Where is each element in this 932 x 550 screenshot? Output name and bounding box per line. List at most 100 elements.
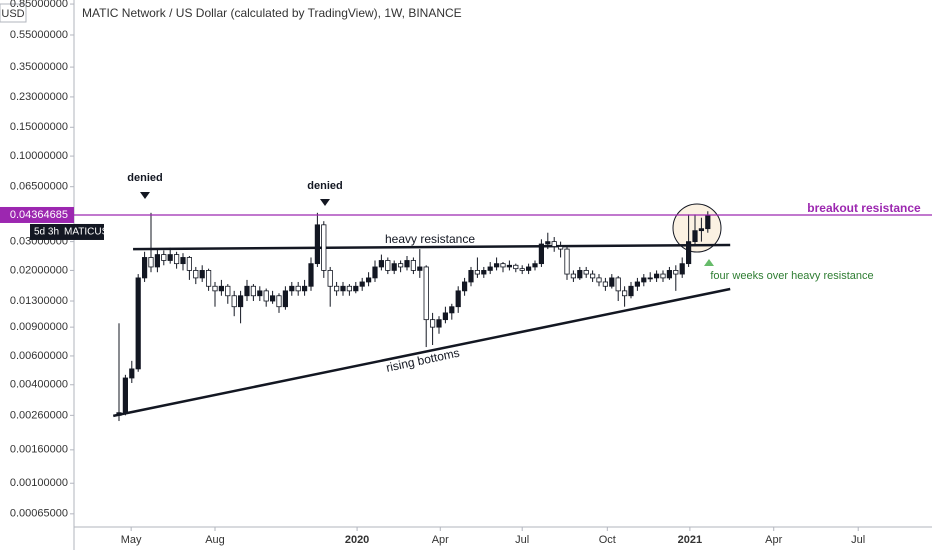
x-tick-label: 2021: [678, 534, 702, 546]
y-tick-label: 0.35000000: [10, 61, 68, 73]
y-tick-label: 0.00065000: [10, 508, 68, 520]
candle-body: [596, 277, 602, 283]
x-tick-label: Jul: [515, 534, 529, 546]
candle-body: [321, 224, 327, 271]
candle-body: [577, 270, 583, 279]
currency: USD: [1, 8, 24, 20]
trend-line: [133, 243, 731, 251]
candle-body: [474, 270, 480, 275]
candle-body: [186, 257, 192, 271]
candle-body: [506, 264, 513, 268]
countdown: 5d 3h: [34, 227, 59, 238]
price-tag: [0, 206, 74, 223]
candle-body: [167, 254, 173, 261]
candle-body: [449, 306, 455, 314]
x-tick-label: Aug: [205, 534, 225, 546]
candle-body: [340, 285, 346, 292]
y-tick-label: 0.55000000: [10, 29, 68, 41]
candle-body: [205, 270, 212, 287]
candle-body: [532, 263, 538, 268]
currency-box: [0, 3, 27, 23]
candle-body: [141, 257, 148, 279]
annotation: four weeks over heavy resistance: [710, 270, 873, 282]
candle-body: [609, 277, 615, 287]
candle-body: [257, 290, 263, 297]
x-tick-label: 2020: [345, 534, 369, 546]
candle-body: [468, 270, 474, 283]
y-tick-label: 0.00260000: [10, 409, 68, 421]
candle-body: [666, 270, 673, 279]
candle-body: [602, 281, 609, 287]
candle-body: [365, 277, 372, 283]
candle-body: [417, 266, 423, 271]
candle-body: [660, 273, 666, 279]
candle-body: [436, 319, 442, 328]
candle-body: [410, 260, 416, 271]
candle-body: [404, 260, 410, 268]
candle-body: [148, 257, 154, 268]
candle-body: [333, 285, 340, 292]
y-tick-label: 0.00600000: [10, 350, 68, 362]
candle-body: [455, 290, 461, 308]
x-tick-label: Oct: [599, 534, 616, 546]
candle-body: [423, 266, 429, 321]
y-tick-label: 0.23000000: [10, 91, 68, 103]
annotation: denied: [127, 172, 162, 184]
annotation-arrow: [704, 259, 714, 266]
x-tick-label: Jul: [851, 534, 865, 546]
symbol-name: MATICUSD: [64, 227, 115, 238]
candle-body: [212, 285, 218, 292]
candle-body: [372, 266, 378, 279]
candle-body: [385, 260, 391, 271]
candle-body: [429, 319, 436, 328]
candle-body: [269, 295, 276, 302]
candle-body: [622, 290, 628, 297]
y-tick-label: 0.00900000: [10, 321, 68, 333]
candle-body: [634, 281, 641, 287]
candle-body: [276, 295, 282, 308]
candle-body: [173, 254, 180, 265]
candle-body: [500, 263, 506, 268]
y-tick-label: 0.00160000: [10, 444, 68, 456]
candle-body: [442, 312, 448, 321]
candle-body: [346, 285, 352, 292]
candle-body: [250, 285, 256, 297]
candle-body: [538, 243, 545, 265]
candle-body: [327, 270, 333, 287]
candle-body: [679, 263, 685, 275]
candle-body: [615, 277, 621, 292]
candle-body: [692, 230, 698, 243]
candle-body: [237, 295, 244, 308]
candle-body: [301, 285, 308, 292]
annotation: heavy resistance: [385, 232, 475, 246]
candle-body: [391, 263, 397, 271]
candle-body: [282, 290, 288, 308]
candle-body: [129, 368, 135, 379]
annotation-arrow: [140, 192, 150, 199]
y-tick-label: 0.10000000: [10, 150, 68, 162]
price-tag-label: 0.04364685: [10, 209, 68, 221]
candle-body: [314, 224, 320, 265]
y-tick-label: 0.00400000: [10, 379, 68, 391]
candle-body: [698, 228, 705, 232]
annotation: denied: [307, 180, 342, 192]
annotation-arrow: [320, 199, 330, 206]
candle-body: [628, 285, 634, 297]
candle-body: [558, 246, 564, 250]
candle-body: [481, 270, 487, 275]
candle-body: [545, 241, 551, 245]
chart-title: MATIC Network / US Dollar (calculated by…: [82, 6, 462, 20]
candle-body: [116, 412, 122, 416]
candle-body: [487, 266, 493, 271]
symbol-tag: [30, 223, 104, 240]
candle-body: [641, 277, 647, 283]
candle-body: [513, 264, 519, 270]
y-tick-label: 0.85000000: [10, 0, 68, 10]
y-tick-label: 0.06500000: [10, 181, 68, 193]
annotation: breakout resistance: [807, 201, 921, 215]
candle-body: [686, 241, 692, 265]
candle-body: [218, 285, 224, 292]
candle-body: [154, 254, 160, 268]
candle-body: [244, 285, 250, 297]
